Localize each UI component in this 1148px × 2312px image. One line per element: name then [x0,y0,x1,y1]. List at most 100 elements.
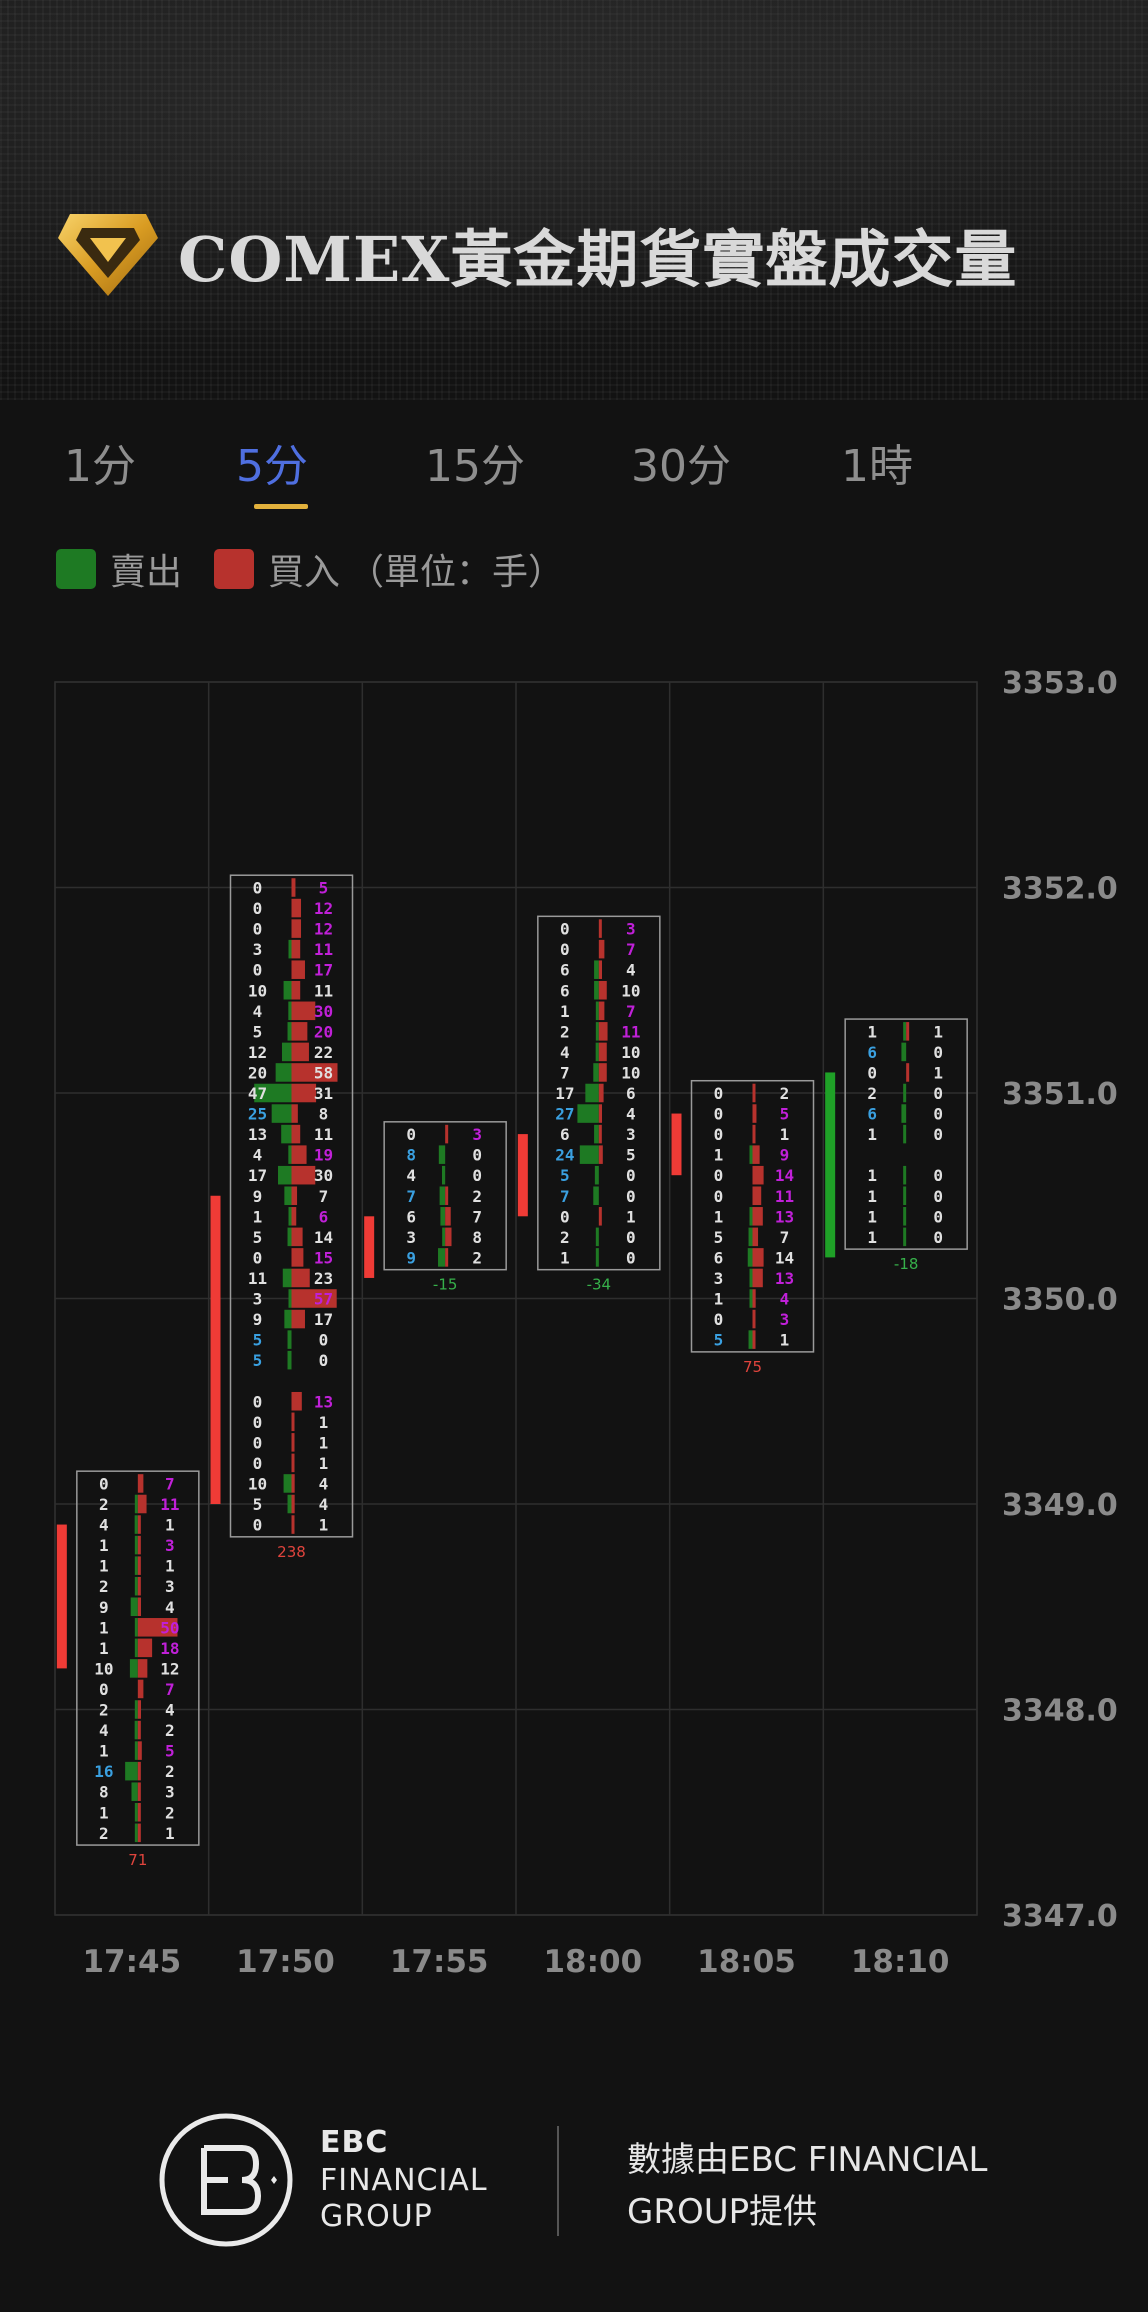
buy-volume-bar [291,1207,297,1226]
buy-volume-bar [291,1494,295,1514]
x-tick-label: 17:45 [82,1944,181,1980]
buy-volume-label: 11 [775,1187,794,1206]
buy-volume-bar [598,960,603,979]
buy-volume-bar [598,1063,607,1082]
title-row: COMEX黃金期貨實盤成交量 [56,208,1017,300]
x-tick-label: 17:50 [236,1944,335,1980]
sell-volume-label: 0 [253,920,263,939]
sell-volume-label: 3 [253,940,263,959]
footprint-bar-1810: 1 16 00 12 06 01 01 01 01 01 0-18 [825,1018,968,1273]
buy-volume-label: 4 [626,961,636,980]
sell-volume-label: 0 [560,1207,570,1226]
sell-volume-label: 0 [714,1187,724,1206]
buy-volume-label: 11 [314,981,333,1000]
buy-volume-bar [137,1823,141,1843]
buy-volume-label: 58 [314,1063,333,1082]
footprint-box [383,1121,507,1271]
buy-volume-bar [598,1145,603,1164]
sell-volume-label: 1 [560,1002,570,1021]
sell-volume-label: 25 [248,1105,267,1124]
sell-volume-bar [748,1330,753,1349]
buy-volume-bar [598,1207,602,1226]
sell-volume-bar [134,1802,138,1822]
buy-volume-label: 10 [621,1063,640,1082]
buy-volume-label: 3 [472,1125,482,1144]
buy-volume-label: 14 [775,1166,794,1185]
buy-volume-label: 6 [626,1084,636,1103]
sell-volume-label: 4 [99,1721,109,1740]
tab-1min[interactable]: 1分 [64,441,136,492]
buy-volume-label: 50 [160,1618,179,1637]
candle-body [56,1524,67,1669]
buy-volume-label: 7 [780,1228,790,1247]
sell-volume-label: 5 [253,1331,263,1350]
tab-5min[interactable]: 5分 [236,441,308,492]
sell-volume-label: 1 [867,1228,877,1247]
buy-volume-label: 3 [165,1536,175,1555]
sell-volume-label: 1 [99,1557,109,1576]
sell-volume-label: 10 [248,981,267,1000]
sell-volume-label: 1 [714,1290,724,1309]
buy-volume-bar [137,1700,142,1719]
buy-swatch [214,549,255,589]
buy-volume-label: 6 [319,1207,329,1226]
sell-volume-label: 3 [253,1290,263,1309]
tab-30min[interactable]: 30分 [631,441,731,492]
sell-volume-label: 6 [560,981,570,1000]
sell-volume-label: 1 [560,1248,570,1267]
buy-volume-bar [291,939,301,959]
sell-volume-bar [749,1268,753,1288]
sell-volume-label: 0 [253,1248,263,1267]
delta-label: 238 [277,1543,306,1561]
buy-volume-bar [291,898,302,918]
sell-volume-bar [441,1165,446,1185]
buy-volume-label: 5 [626,1146,636,1165]
delta-label: 71 [128,1851,147,1869]
sell-volume-bar [287,1494,292,1514]
sell-volume-label: 17 [248,1166,267,1185]
sell-volume-bar [594,960,599,979]
buy-volume-bar [291,1145,307,1164]
buy-volume-label: 30 [314,1166,333,1185]
buy-volume-label: 1 [319,1516,329,1535]
buy-volume-label: 2 [165,1721,175,1740]
buy-volume-label: 17 [314,961,333,980]
sell-volume-bar [288,1289,292,1308]
candle-body [210,1195,221,1504]
buy-volume-bar [291,1433,295,1452]
sell-volume-label: 0 [714,1105,724,1124]
buy-volume-label: 0 [933,1043,943,1062]
buy-volume-label: 7 [472,1207,482,1226]
sell-volume-bar [749,1207,753,1226]
buy-volume-label: 12 [314,920,333,939]
sell-volume-bar [595,1001,599,1021]
brand-line3: GROUP [320,2199,433,2234]
buy-volume-bar [598,1042,607,1062]
buy-volume-bar [752,1083,756,1103]
sell-volume-bar [901,1042,907,1062]
sell-volume-bar [134,1515,138,1534]
sell-volume-bar [281,1042,292,1062]
footprint-box [537,915,661,1271]
buy-volume-bar [598,939,605,959]
sell-volume-bar [440,1207,446,1226]
sell-volume-label: 0 [560,940,570,959]
sell-volume-label: 0 [406,1125,416,1144]
sell-volume-label: 4 [99,1516,109,1535]
sell-volume-label: 16 [94,1762,113,1781]
y-tick-label: 3347.0 [1002,1899,1118,1934]
buy-volume-label: 0 [626,1166,636,1185]
sell-volume-label: 7 [406,1187,416,1206]
sell-volume-label: 3 [406,1228,416,1247]
tab-1hour[interactable]: 1時 [841,441,913,492]
buy-volume-bar [752,1268,763,1288]
sell-volume-label: 2 [99,1824,109,1843]
footprint-box [229,874,354,1538]
tab-15min[interactable]: 15分 [425,441,525,492]
buy-volume-label: 1 [933,1022,943,1041]
sell-volume-label: 5 [253,1351,263,1370]
sell-volume-label: 1 [867,1207,877,1226]
buy-volume-label: 2 [165,1762,175,1781]
